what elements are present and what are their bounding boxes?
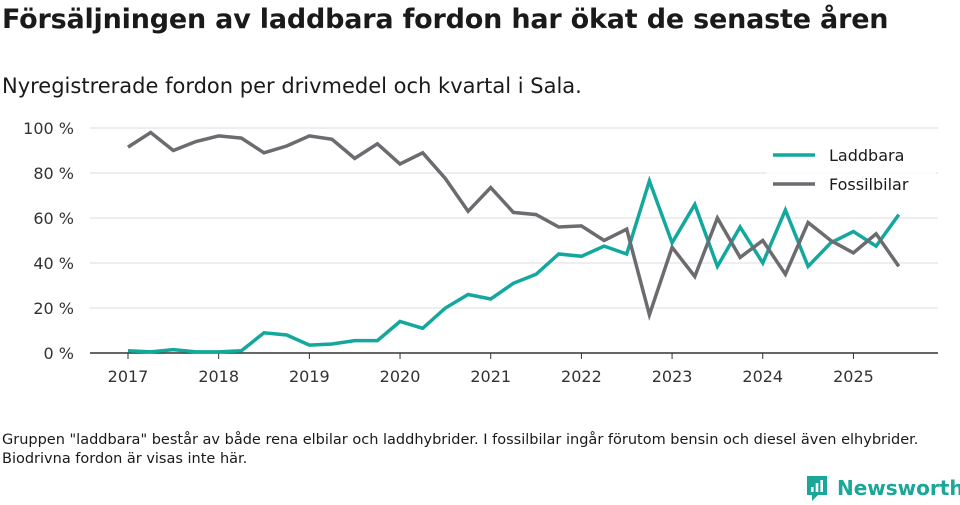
legend: Laddbara Fossilbilar xyxy=(766,140,936,200)
x-tick-label: 2025 xyxy=(833,367,874,386)
line-chart: 0 % 20 % 40 % 60 % 80 % 100 % 2017 2018 2019 202… xyxy=(23,119,938,386)
legend-label-fossilbilar: Fossilbilar xyxy=(829,175,909,194)
brand-logo[interactable]: Newsworthy xyxy=(805,474,960,502)
y-tick-label: 80 % xyxy=(33,164,74,183)
x-axis: 2017 2018 2019 2020 2021 2022 2023 2024 2025 xyxy=(90,352,938,386)
newsworthy-logo-icon xyxy=(807,476,827,501)
x-tick-label: 2024 xyxy=(742,367,783,386)
y-tick-label: 100 % xyxy=(23,119,74,138)
x-tick-label: 2018 xyxy=(198,367,239,386)
footnote: Gruppen "laddbara" består av både rena e… xyxy=(2,432,919,467)
x-tick-label: 2023 xyxy=(652,367,693,386)
y-tick-label: 60 % xyxy=(33,209,74,228)
y-axis: 0 % 20 % 40 % 60 % 80 % 100 % xyxy=(23,119,74,363)
series-lines xyxy=(127,130,901,354)
y-tick-label: 20 % xyxy=(33,299,74,318)
chart-title: Försäljningen av laddbara fordon har öka… xyxy=(2,4,889,35)
y-tick-label: 40 % xyxy=(33,254,74,273)
chart-subtitle: Nyregistrerade fordon per drivmedel och … xyxy=(2,74,582,98)
legend-background xyxy=(766,140,936,200)
legend-label-laddbara: Laddbara xyxy=(829,146,904,165)
x-tick-label: 2017 xyxy=(108,367,149,386)
y-tick-label: 0 % xyxy=(44,344,74,363)
x-tick-label: 2021 xyxy=(470,367,511,386)
x-tick-label: 2022 xyxy=(561,367,602,386)
series-line-laddbara xyxy=(127,175,901,354)
x-tick-label: 2020 xyxy=(380,367,421,386)
brand-name: Newsworthy xyxy=(837,476,960,500)
x-tick-label: 2019 xyxy=(289,367,330,386)
series-line-fossilbilar xyxy=(127,130,901,321)
